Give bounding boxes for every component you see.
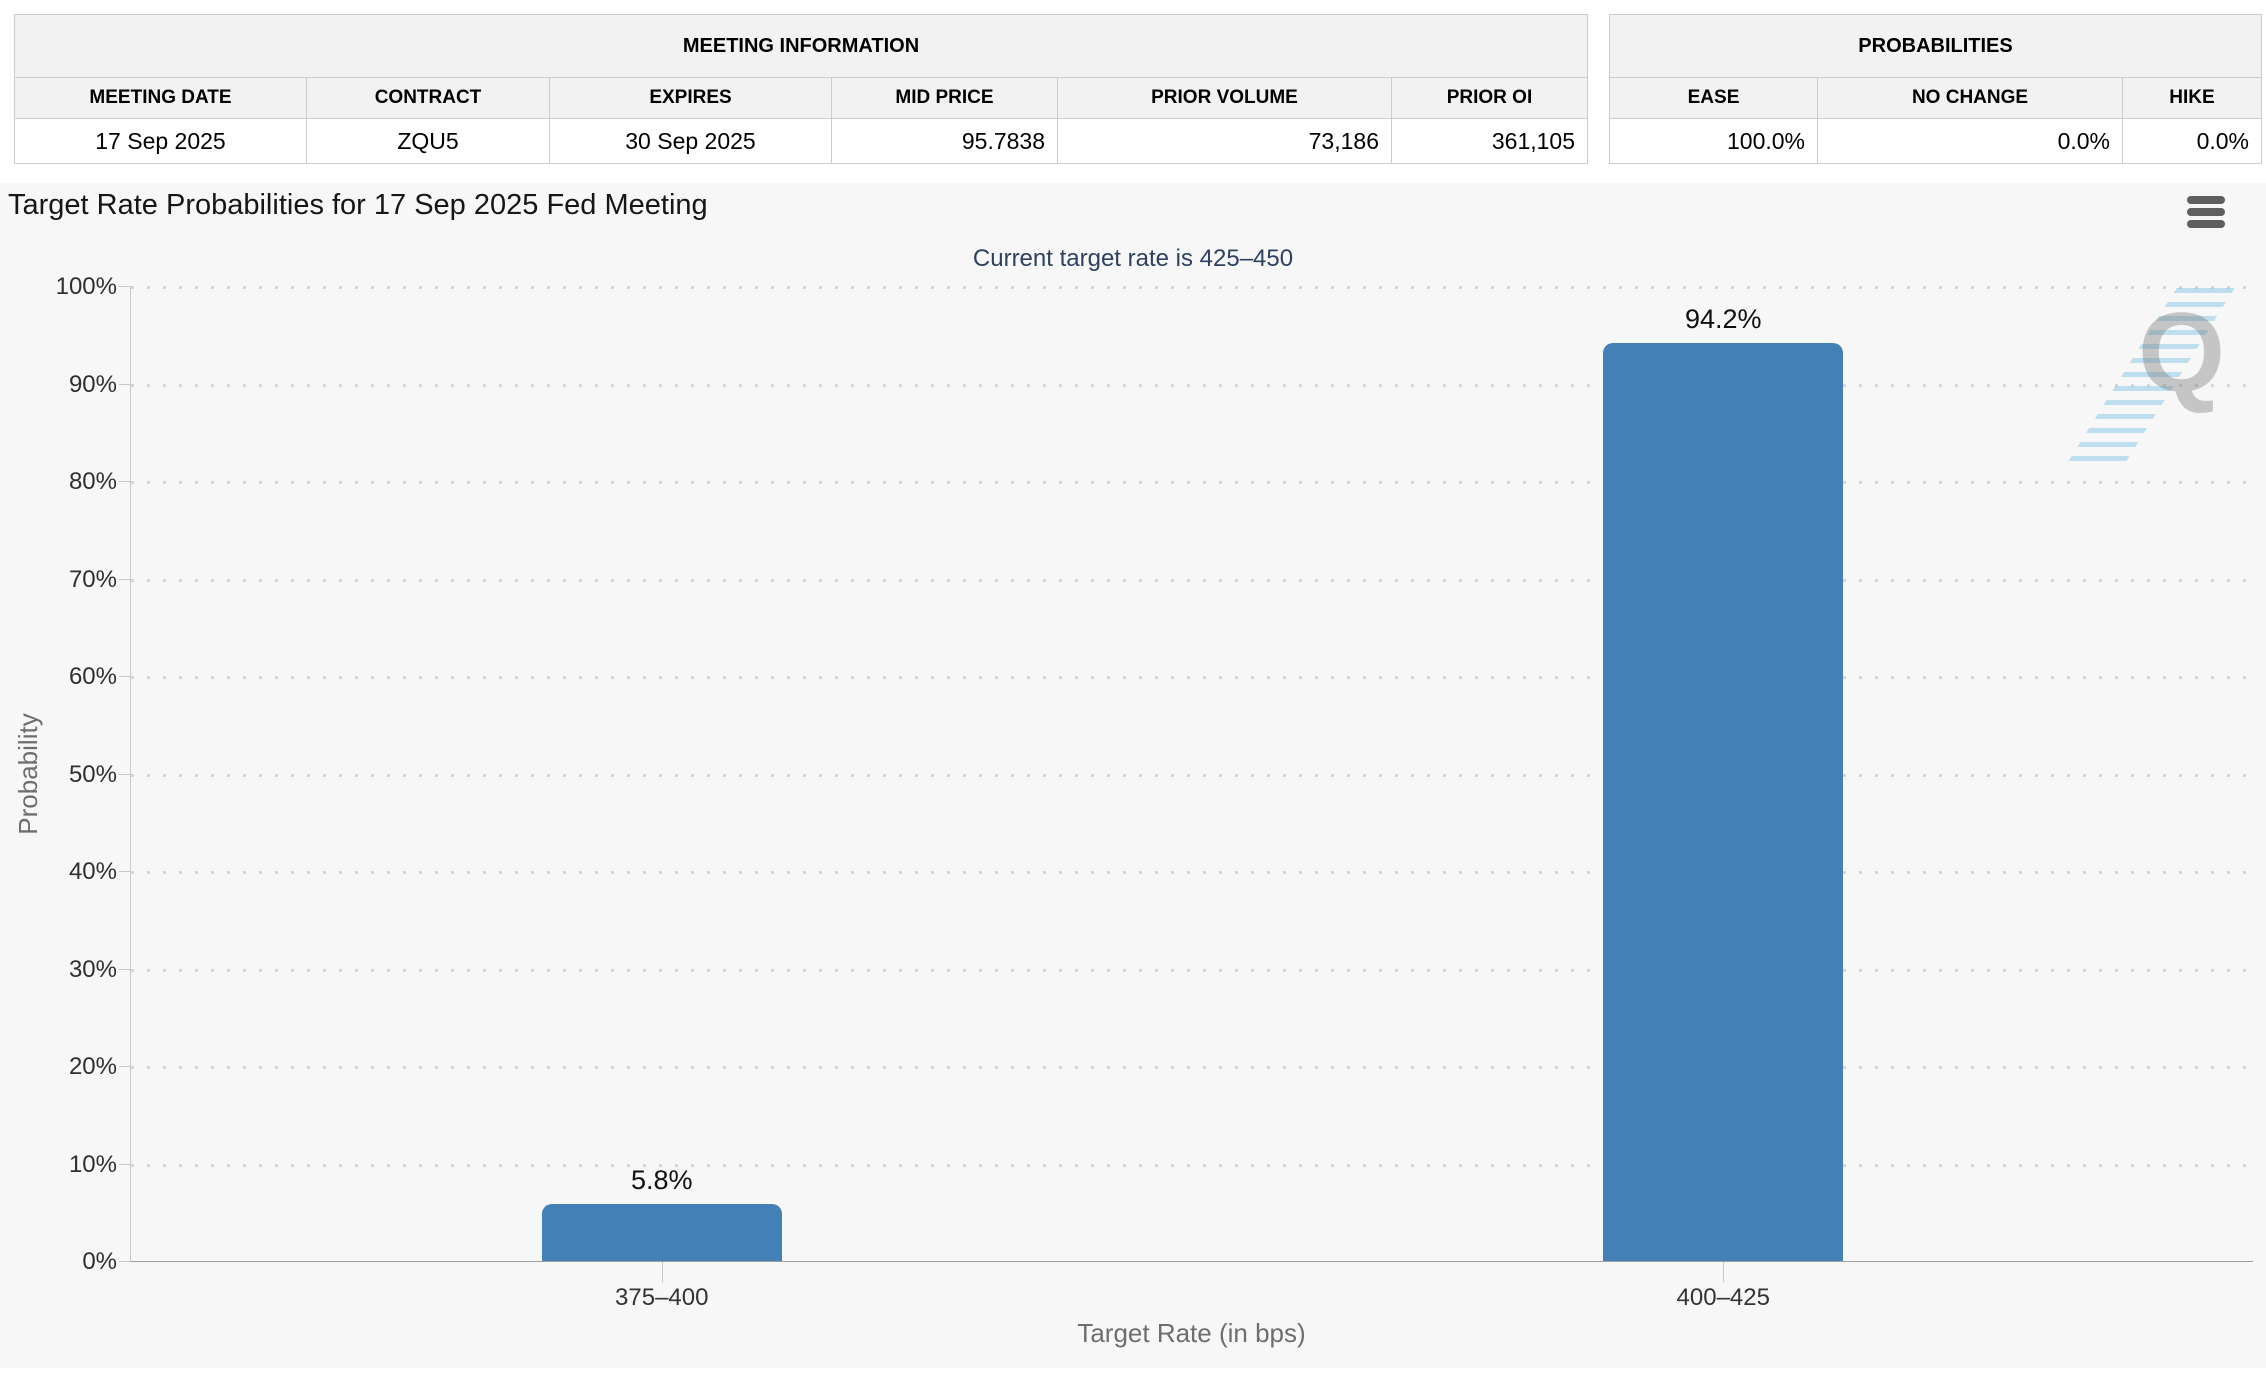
y-axis-tick [119, 871, 131, 872]
y-axis-tick-label: 90% [68, 370, 117, 398]
probabilities-caption: PROBABILITIES [1608, 14, 2263, 78]
plot-area: 0% 10% 20% 30% 40% 50% 60% 70% 80% 90% 100% 5.8% 375… [56, 273, 2253, 1311]
contract-value: ZQU5 [306, 118, 550, 164]
hamburger-menu-icon [2187, 220, 2225, 228]
y-gridline [131, 1066, 2253, 1069]
y-gridline [131, 383, 2253, 387]
y-axis-tick [119, 383, 131, 385]
probability-bar[interactable] [541, 1204, 782, 1261]
column-header-expires: EXPIRES [549, 77, 832, 119]
x-axis-tick [1723, 1262, 1725, 1282]
chart-context-menu-button[interactable] [2187, 195, 2229, 229]
y-axis-tick [119, 676, 131, 677]
y-axis-tick-label: 80% [68, 468, 117, 495]
table-row: 17 Sep 2025 ZQU5 30 Sep 2025 95.7838 73,… [14, 118, 1588, 164]
y-axis-tick-label: 60% [68, 663, 117, 690]
hike-value: 0.0% [2121, 118, 2263, 164]
y-axis-tick [119, 1066, 131, 1067]
meeting-information-table: MEETING INFORMATION MEETING DATE CONTRAC… [14, 14, 1588, 164]
column-header-hike: HIKE [2121, 77, 2263, 119]
y-axis-tick [119, 1261, 131, 1262]
column-header-prior-volume: PRIOR VOLUME [1057, 77, 1392, 119]
target-rate-probabilities-chart: Target Rate Probabilities for 17 Sep 202… [0, 183, 2266, 1368]
column-header-contract: CONTRACT [306, 77, 550, 119]
x-axis-title: Target Rate (in bps) [1077, 1318, 1306, 1348]
y-axis-tick [119, 968, 131, 970]
prior-oi-value: 361,105 [1391, 118, 1588, 164]
hamburger-menu-icon [2187, 208, 2225, 216]
x-axis-category-label: 400–425 [1676, 1284, 1770, 1311]
y-axis-tick [119, 286, 131, 287]
y-gridline [131, 481, 2253, 484]
x-axis-category-label: 375–400 [615, 1284, 709, 1311]
column-header-meeting-date: MEETING DATE [14, 77, 307, 119]
y-axis-tick [119, 773, 131, 775]
probabilities-table: PROBABILITIES EASE NO CHANGE HIKE 100.0%… [1608, 14, 2263, 164]
bar-data-label: 5.8% [630, 1165, 693, 1196]
table-row: PROBABILITIES [1608, 14, 2263, 78]
y-axis-tick-label: 30% [68, 955, 117, 983]
meeting-information-caption: MEETING INFORMATION [14, 14, 1588, 78]
y-gridline [131, 1163, 2253, 1167]
y-gridline [131, 676, 2253, 679]
ease-value: 100.0% [1609, 118, 1818, 164]
table-row: EASE NO CHANGE HIKE [1609, 77, 2263, 119]
y-axis-tick [119, 481, 131, 482]
y-axis-tick-label: 70% [68, 565, 117, 593]
y-gridline [131, 968, 2253, 972]
meeting-date-value: 17 Sep 2025 [14, 118, 307, 164]
no-change-value: 0.0% [1817, 118, 2123, 164]
column-header-no-change: NO CHANGE [1817, 77, 2123, 119]
hamburger-menu-icon [2187, 196, 2225, 204]
chart-title: Target Rate Probabilities for 17 Sep 202… [8, 189, 708, 221]
y-axis-tick-label: 0% [82, 1248, 117, 1275]
chart-subtitle: Current target rate is 425–450 [972, 245, 1294, 272]
prior-volume-value: 73,186 [1057, 118, 1392, 164]
y-axis-tick-label: 100% [55, 273, 117, 300]
mid-price-value: 95.7838 [831, 118, 1058, 164]
table-row: MEETING DATE CONTRACT EXPIRES MID PRICE … [14, 77, 1588, 119]
table-row: 100.0% 0.0% 0.0% [1609, 118, 2263, 164]
y-axis-tick [119, 578, 131, 580]
column-header-mid-price: MID PRICE [831, 77, 1058, 119]
column-header-prior-oi: PRIOR OI [1391, 77, 1588, 119]
y-gridline [131, 773, 2253, 777]
column-header-ease: EASE [1609, 77, 1818, 119]
table-row: MEETING INFORMATION [14, 14, 1588, 78]
y-gridline [131, 871, 2253, 874]
y-axis-tick [119, 1163, 131, 1165]
probability-bar[interactable] [1603, 342, 1844, 1261]
y-gridline [131, 578, 2253, 582]
y-axis-tick-label: 10% [68, 1150, 117, 1178]
y-axis-tick-label: 40% [68, 858, 117, 885]
y-axis-tick-label: 50% [68, 760, 117, 788]
x-axis-tick [661, 1262, 663, 1282]
y-gridline [131, 286, 2253, 289]
expires-value: 30 Sep 2025 [549, 118, 832, 164]
y-axis-tick-label: 20% [68, 1053, 117, 1080]
bar-data-label: 94.2% [1684, 303, 1762, 334]
